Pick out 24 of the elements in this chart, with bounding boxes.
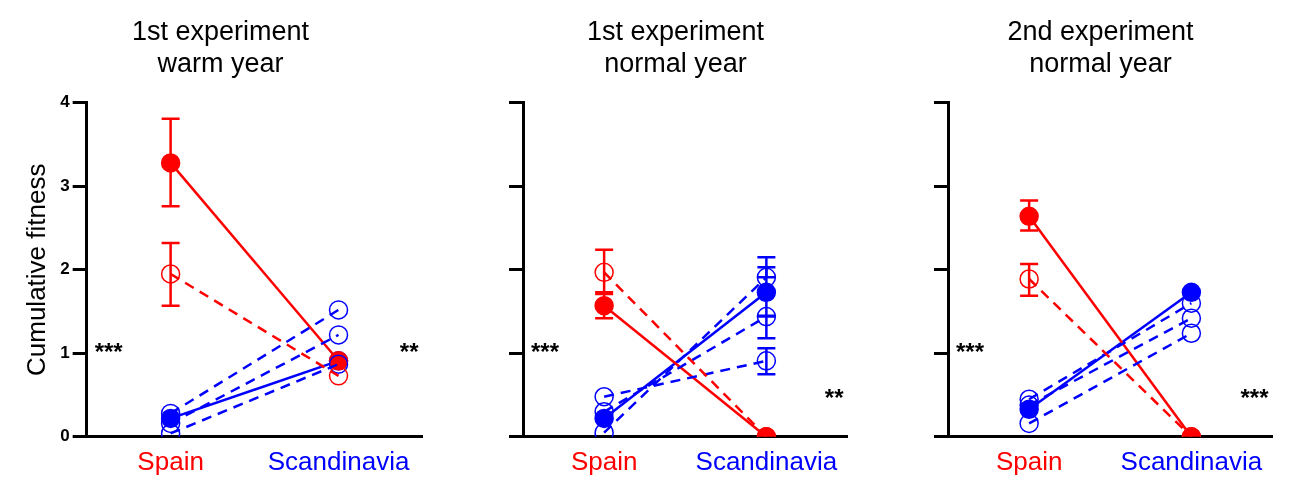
annotation: **	[399, 337, 420, 365]
text: 2nd experiment	[1007, 15, 1194, 46]
y-tick-label: 0	[60, 426, 70, 446]
y-axis-title: Cumulative fitness	[20, 163, 51, 377]
x-tick-label: Scandinavia	[695, 445, 838, 476]
y-tick-label: 2	[60, 259, 70, 279]
y-tick-label: 4	[60, 92, 71, 112]
text: 1st experiment	[131, 15, 310, 46]
x-tick-label: Scandinavia	[1120, 445, 1263, 476]
annotation: **	[824, 383, 845, 411]
x-tick-label: Scandinavia	[267, 445, 410, 476]
annotation: ***	[94, 337, 124, 365]
y-tick-label: 3	[60, 175, 70, 195]
annotation: ***	[531, 337, 560, 365]
text: 1st experiment	[586, 15, 765, 46]
text: normal year	[1029, 48, 1172, 79]
x-tick-label: Spain	[570, 445, 638, 476]
text: normal year	[604, 48, 747, 79]
x-tick-label: Spain	[137, 445, 204, 476]
annotation: ***	[1240, 383, 1270, 411]
y-tick-label: 1	[60, 342, 70, 362]
annotation: ***	[956, 337, 985, 365]
x-tick-label: Spain	[995, 445, 1063, 476]
text: warm year	[157, 48, 284, 79]
